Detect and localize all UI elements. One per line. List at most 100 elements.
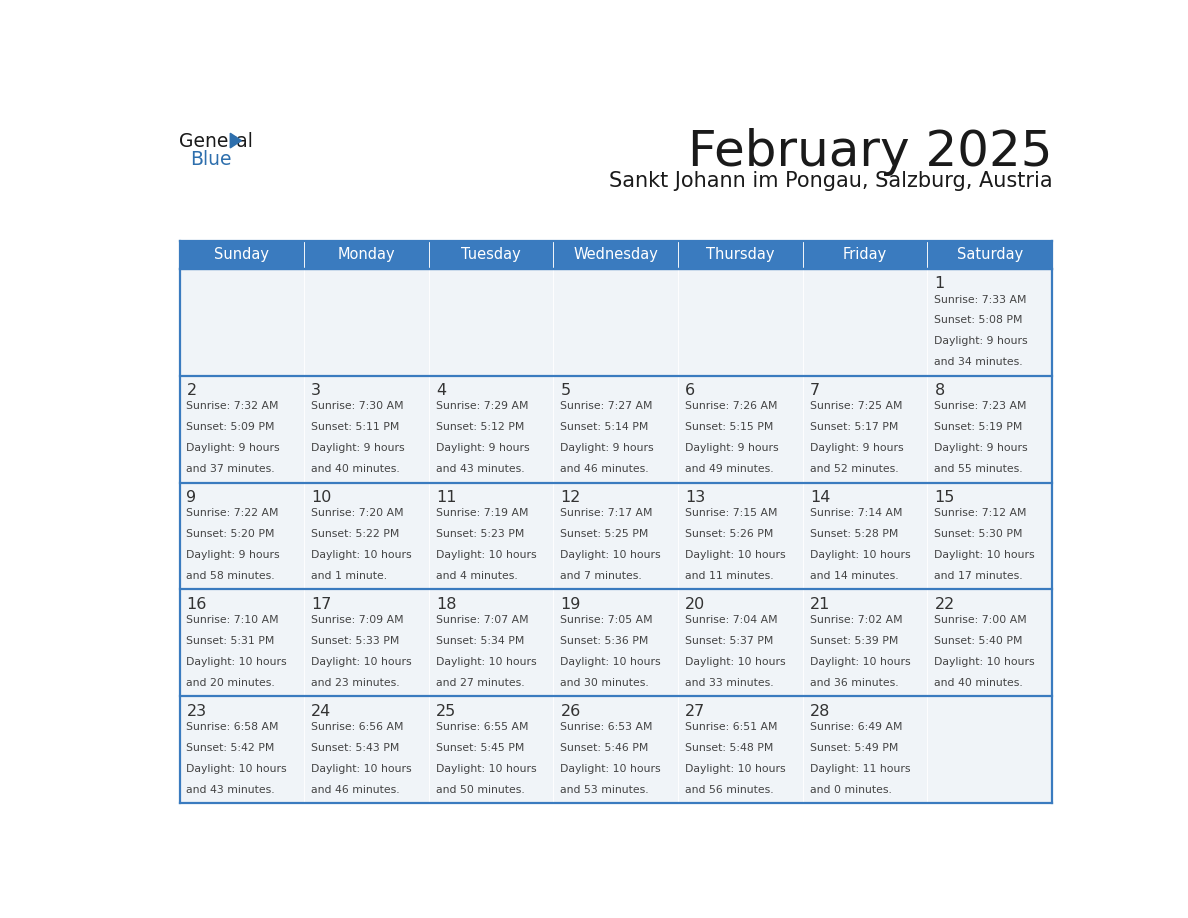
Bar (179, 483, 304, 589)
Bar (429, 375, 554, 483)
Text: Daylight: 9 hours: Daylight: 9 hours (935, 336, 1028, 346)
Text: 13: 13 (685, 490, 706, 505)
Text: and 58 minutes.: and 58 minutes. (187, 571, 276, 581)
Bar (554, 269, 678, 375)
Bar (554, 589, 678, 696)
Bar (304, 375, 429, 483)
Text: Daylight: 10 hours: Daylight: 10 hours (311, 764, 412, 774)
Text: 25: 25 (436, 704, 456, 719)
Text: Sunset: 5:28 PM: Sunset: 5:28 PM (810, 529, 898, 539)
Bar (429, 696, 554, 803)
Text: and 40 minutes.: and 40 minutes. (935, 677, 1023, 688)
Text: Sunset: 5:42 PM: Sunset: 5:42 PM (187, 743, 274, 753)
Text: Sunset: 5:40 PM: Sunset: 5:40 PM (935, 636, 1023, 646)
Text: February 2025: February 2025 (688, 128, 1053, 176)
Text: Sunrise: 7:19 AM: Sunrise: 7:19 AM (436, 509, 529, 519)
Text: Sunset: 5:09 PM: Sunset: 5:09 PM (187, 422, 274, 432)
Text: Sunrise: 7:29 AM: Sunrise: 7:29 AM (436, 401, 529, 411)
Text: Daylight: 10 hours: Daylight: 10 hours (436, 657, 537, 666)
Text: Sunrise: 6:55 AM: Sunrise: 6:55 AM (436, 722, 529, 732)
Text: Sunrise: 7:07 AM: Sunrise: 7:07 AM (436, 615, 529, 625)
Text: Daylight: 11 hours: Daylight: 11 hours (810, 764, 910, 774)
Bar (179, 375, 304, 483)
Text: and 52 minutes.: and 52 minutes. (810, 464, 898, 474)
Text: Sunset: 5:37 PM: Sunset: 5:37 PM (685, 636, 773, 646)
Text: Daylight: 9 hours: Daylight: 9 hours (561, 443, 655, 453)
Text: and 1 minute.: and 1 minute. (311, 571, 387, 581)
Text: Blue: Blue (190, 150, 232, 169)
Bar (678, 589, 803, 696)
Text: 12: 12 (561, 490, 581, 505)
Text: Daylight: 10 hours: Daylight: 10 hours (561, 764, 661, 774)
Text: Daylight: 10 hours: Daylight: 10 hours (685, 550, 785, 560)
Text: Sunset: 5:45 PM: Sunset: 5:45 PM (436, 743, 524, 753)
Text: 3: 3 (311, 384, 321, 398)
Bar (928, 696, 1053, 803)
Text: Sunrise: 7:25 AM: Sunrise: 7:25 AM (810, 401, 903, 411)
Text: 1: 1 (935, 276, 944, 292)
Text: Daylight: 9 hours: Daylight: 9 hours (187, 443, 280, 453)
Text: Sunrise: 6:51 AM: Sunrise: 6:51 AM (685, 722, 778, 732)
Bar (554, 696, 678, 803)
Text: 23: 23 (187, 704, 207, 719)
Text: Sunset: 5:19 PM: Sunset: 5:19 PM (935, 422, 1023, 432)
Text: and 33 minutes.: and 33 minutes. (685, 677, 773, 688)
Text: Sunset: 5:34 PM: Sunset: 5:34 PM (436, 636, 524, 646)
Text: and 0 minutes.: and 0 minutes. (810, 785, 892, 795)
Text: Daylight: 9 hours: Daylight: 9 hours (311, 443, 405, 453)
Bar (179, 241, 304, 269)
Bar (429, 589, 554, 696)
Text: and 46 minutes.: and 46 minutes. (561, 464, 649, 474)
Text: and 17 minutes.: and 17 minutes. (935, 571, 1023, 581)
Text: Sunset: 5:14 PM: Sunset: 5:14 PM (561, 422, 649, 432)
Text: Sunrise: 6:56 AM: Sunrise: 6:56 AM (311, 722, 404, 732)
Bar (304, 269, 429, 375)
Text: and 46 minutes.: and 46 minutes. (311, 785, 400, 795)
Text: Sunset: 5:25 PM: Sunset: 5:25 PM (561, 529, 649, 539)
Text: Daylight: 9 hours: Daylight: 9 hours (810, 443, 903, 453)
Text: and 43 minutes.: and 43 minutes. (436, 464, 524, 474)
Text: Sunrise: 7:22 AM: Sunrise: 7:22 AM (187, 509, 279, 519)
Text: Daylight: 10 hours: Daylight: 10 hours (810, 657, 910, 666)
Bar (928, 241, 1053, 269)
Text: Sunset: 5:15 PM: Sunset: 5:15 PM (685, 422, 773, 432)
Text: Daylight: 10 hours: Daylight: 10 hours (561, 657, 661, 666)
Text: Daylight: 9 hours: Daylight: 9 hours (935, 443, 1028, 453)
Text: and 53 minutes.: and 53 minutes. (561, 785, 649, 795)
Bar (678, 483, 803, 589)
Text: Daylight: 10 hours: Daylight: 10 hours (810, 550, 910, 560)
Text: Sunrise: 7:30 AM: Sunrise: 7:30 AM (311, 401, 404, 411)
Bar (554, 241, 678, 269)
Text: Sunrise: 7:27 AM: Sunrise: 7:27 AM (561, 401, 653, 411)
Text: and 23 minutes.: and 23 minutes. (311, 677, 400, 688)
Text: Daylight: 9 hours: Daylight: 9 hours (436, 443, 530, 453)
Bar (803, 375, 928, 483)
Bar (803, 589, 928, 696)
Text: and 7 minutes.: and 7 minutes. (561, 571, 643, 581)
Bar (304, 696, 429, 803)
Text: Thursday: Thursday (706, 248, 775, 263)
Text: 26: 26 (561, 704, 581, 719)
Text: Daylight: 10 hours: Daylight: 10 hours (311, 657, 412, 666)
Text: 19: 19 (561, 597, 581, 612)
Text: Sunrise: 6:53 AM: Sunrise: 6:53 AM (561, 722, 653, 732)
Text: Daylight: 10 hours: Daylight: 10 hours (685, 764, 785, 774)
Bar (179, 696, 304, 803)
Text: and 43 minutes.: and 43 minutes. (187, 785, 276, 795)
Bar (803, 241, 928, 269)
Text: Sunrise: 7:14 AM: Sunrise: 7:14 AM (810, 509, 903, 519)
Text: Sunrise: 7:26 AM: Sunrise: 7:26 AM (685, 401, 778, 411)
Text: Daylight: 9 hours: Daylight: 9 hours (685, 443, 779, 453)
Bar (928, 483, 1053, 589)
Text: Sunset: 5:12 PM: Sunset: 5:12 PM (436, 422, 524, 432)
Text: Saturday: Saturday (956, 248, 1023, 263)
Bar (928, 589, 1053, 696)
Text: General: General (179, 131, 253, 151)
Text: Sunrise: 7:04 AM: Sunrise: 7:04 AM (685, 615, 778, 625)
Text: 28: 28 (810, 704, 830, 719)
Bar (803, 696, 928, 803)
Text: and 40 minutes.: and 40 minutes. (311, 464, 400, 474)
Text: and 14 minutes.: and 14 minutes. (810, 571, 898, 581)
Bar (678, 269, 803, 375)
Text: Sunrise: 7:09 AM: Sunrise: 7:09 AM (311, 615, 404, 625)
